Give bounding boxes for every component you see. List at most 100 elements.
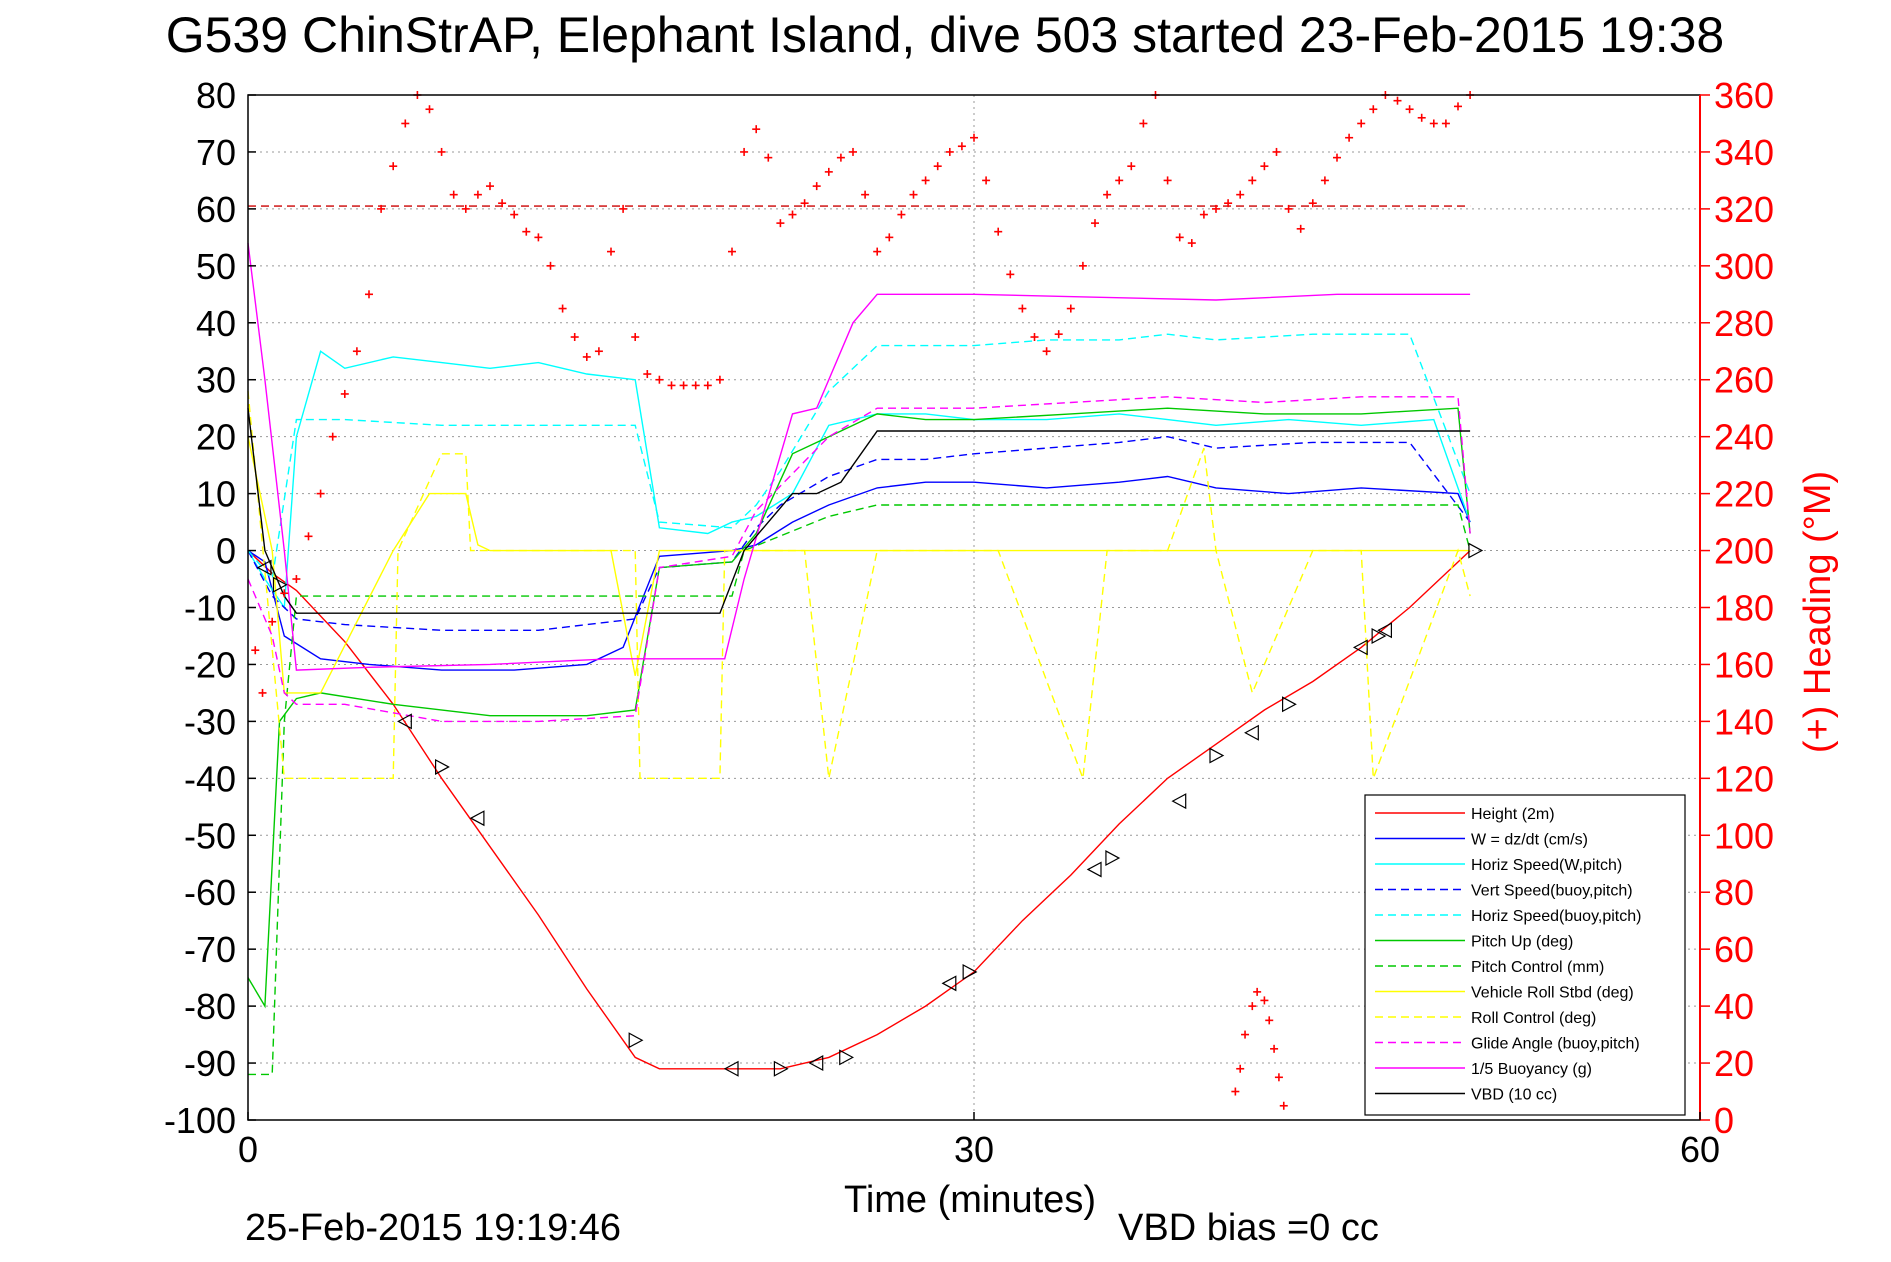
heading-point-69 [1078, 261, 1087, 270]
heading-point-97 [1417, 113, 1426, 122]
heading-point-60 [970, 133, 978, 142]
right-tick-label: 340 [1714, 132, 1774, 173]
heading-point-55 [909, 190, 918, 199]
heading-cluster-point-5 [1260, 996, 1269, 1005]
triangle-markers [256, 542, 1484, 1077]
right-y-axis: 3603403203002802602402202001801601401201… [1700, 75, 1774, 1141]
left-tick-label: -50 [184, 815, 236, 856]
heading-point-31 [619, 204, 628, 213]
right-tick-label: 360 [1714, 75, 1774, 116]
series-line-11 [247, 408, 1471, 614]
heading-point-56 [921, 176, 930, 185]
heading-point-32 [631, 333, 640, 342]
right-tick-label: 40 [1714, 986, 1754, 1027]
heading-point-88 [1308, 199, 1317, 208]
heading-point-30 [607, 247, 615, 256]
heading-point-91 [1345, 133, 1354, 142]
heading-point-36 [679, 381, 688, 390]
heading-cluster-point-2 [1241, 1030, 1250, 1039]
heading-point-76 [1163, 176, 1172, 185]
heading-point-92 [1357, 119, 1366, 128]
heading-point-33 [643, 370, 652, 379]
heading-point-54 [897, 210, 906, 219]
left-tick-label: -60 [184, 872, 236, 913]
heading-point-29 [594, 347, 603, 356]
triangle-marker-5 [628, 1032, 644, 1049]
triangle-marker-17 [1281, 696, 1297, 713]
heading-point-62 [994, 227, 1003, 236]
heading-point-86 [1284, 204, 1293, 213]
heading-point-85 [1272, 147, 1281, 156]
heading-layer [251, 91, 1475, 1110]
heading-point-6 [316, 489, 325, 498]
right-tick-label: 160 [1714, 644, 1774, 685]
heading-point-5 [304, 532, 313, 541]
heading-point-44 [776, 219, 785, 228]
heading-point-22 [510, 210, 519, 219]
series-line-2 [247, 350, 1471, 610]
left-tick-label: -70 [184, 929, 236, 970]
grid-lines [247, 94, 1701, 1121]
triangle-marker-7 [773, 1060, 789, 1077]
triangle-marker-3 [435, 758, 450, 775]
footer-date: 25-Feb-2015 19:19:46 [245, 1207, 621, 1249]
left-tick-label: 40 [196, 303, 236, 344]
heading-point-70 [1091, 219, 1099, 228]
heading-point-81 [1224, 199, 1233, 208]
heading-point-93 [1369, 105, 1378, 114]
right-tick-label: 20 [1714, 1043, 1754, 1084]
triangle-marker-21 [1468, 542, 1484, 559]
heading-point-61 [982, 176, 991, 185]
triangle-marker-14 [1171, 793, 1187, 810]
heading-point-46 [800, 199, 809, 208]
left-tick-label: 60 [196, 189, 236, 230]
right-axis-label: (+) Heading (°M) [1797, 471, 1839, 753]
heading-point-16 [437, 147, 446, 156]
heading-point-52 [873, 247, 882, 256]
legend-label-9: Glide Angle (buoy,pitch) [1471, 1036, 1640, 1053]
heading-point-51 [861, 190, 870, 199]
left-tick-label: 0 [216, 531, 236, 572]
x-tick-label: 30 [954, 1129, 994, 1170]
left-tick-label: 70 [196, 132, 236, 173]
heading-point-17 [449, 190, 458, 199]
heading-point-80 [1212, 204, 1220, 213]
right-tick-label: 0 [1714, 1100, 1734, 1141]
heading-point-25 [546, 261, 555, 270]
heading-point-74 [1139, 119, 1148, 128]
series-line-6 [248, 504, 1471, 1076]
left-tick-label: 10 [196, 474, 236, 515]
series-line-7 [247, 436, 1471, 694]
heading-point-26 [558, 304, 567, 313]
right-tick-label: 140 [1714, 701, 1774, 742]
heading-point-24 [534, 233, 543, 242]
heading-point-53 [885, 233, 894, 242]
triangle-marker-20 [1377, 622, 1393, 639]
heading-point-18 [461, 204, 470, 213]
series-line-0 [247, 550, 1471, 1070]
heading-point-82 [1236, 190, 1245, 199]
heading-cluster-point-6 [1265, 1016, 1274, 1025]
heading-point-59 [957, 142, 966, 151]
heading-point-38 [703, 381, 712, 390]
heading-cluster-point-0 [1231, 1087, 1240, 1096]
triangle-marker-6 [723, 1060, 739, 1077]
series-layer [247, 243, 1471, 1076]
legend-label-3: Vert Speed(buoy,pitch) [1471, 883, 1633, 900]
x-tick-label: 60 [1680, 1129, 1720, 1170]
left-tick-label: 80 [196, 75, 236, 116]
series-line-5 [247, 407, 1471, 1009]
legend-label-10: 1/5 Buoyancy (g) [1471, 1061, 1592, 1078]
heading-point-83 [1248, 176, 1257, 185]
legend: Height (2m) W = dz/dt (cm/s) Horiz Speed(W… [1364, 794, 1686, 1116]
heading-point-99 [1441, 119, 1450, 128]
right-tick-label: 120 [1714, 758, 1774, 799]
left-y-axis: 80 70 60 50 40 30 20 10 0 -10 -20 -30 -40 -50 -60 -70 -8… [164, 75, 256, 1141]
heading-point-1 [258, 688, 267, 697]
heading-point-11 [377, 204, 386, 213]
footer-vbd-bias: VBD bias =0 cc [1118, 1207, 1379, 1249]
triangle-marker-13 [1105, 850, 1121, 867]
heading-point-100 [1454, 102, 1462, 111]
heading-point-48 [824, 167, 833, 176]
heading-point-43 [764, 153, 773, 162]
